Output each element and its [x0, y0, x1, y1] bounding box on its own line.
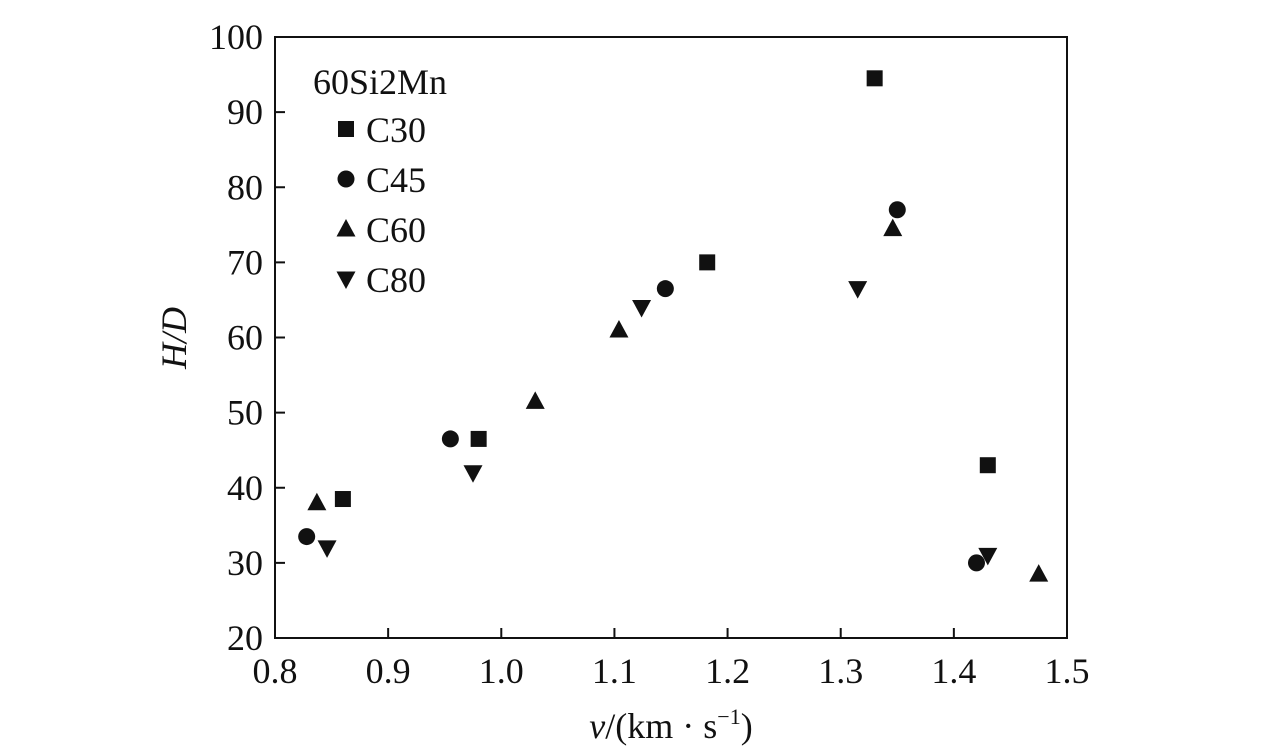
data-point-c60	[307, 492, 327, 511]
x-axis-label-close: )	[741, 706, 753, 746]
data-point-c30	[699, 254, 716, 271]
legend-label-c60: C60	[366, 210, 426, 250]
data-point-c80	[463, 465, 483, 483]
y-tick-label: 40	[227, 468, 263, 508]
y-tick-label: 100	[209, 17, 263, 57]
legend: 60Si2Mn C30 C45 C60 C80	[313, 62, 447, 300]
y-tick-label: 60	[227, 318, 263, 358]
x-axis-label-exponent: −1	[717, 704, 740, 729]
data-point-c80	[848, 281, 868, 299]
data-point-c80	[632, 299, 652, 318]
data-points	[298, 70, 1049, 582]
legend-label-c45: C45	[366, 160, 426, 200]
x-tick-label: 1.1	[592, 651, 637, 691]
y-tick-label: 50	[227, 393, 263, 433]
legend-marker-c30	[338, 121, 354, 137]
y-tick-label: 20	[227, 618, 263, 658]
x-tick-label: 1.2	[705, 651, 750, 691]
y-tick-label: 90	[227, 92, 263, 132]
data-point-c80	[978, 547, 998, 566]
x-axis-label-var: v	[589, 706, 605, 746]
data-point-c30	[334, 491, 351, 508]
legend-marker-c45	[337, 170, 355, 188]
data-point-c45	[967, 554, 985, 572]
x-tick-label: 1.0	[479, 651, 524, 691]
data-point-c30	[979, 457, 996, 474]
x-tick-label: 0.8	[253, 651, 298, 691]
x-axis-label: v/(km · s−1)	[589, 704, 752, 746]
x-axis-label-units: /(km · s	[605, 706, 717, 746]
y-tick-label: 30	[227, 543, 263, 583]
legend-marker-c60	[336, 219, 356, 237]
y-tick-label: 80	[227, 167, 263, 207]
x-tick-label: 1.5	[1045, 651, 1090, 691]
legend-title: 60Si2Mn	[313, 62, 447, 102]
data-point-c45	[441, 430, 459, 448]
x-tick-label: 0.9	[366, 651, 411, 691]
y-tick-label: 70	[227, 242, 263, 282]
legend-label-c30: C30	[366, 110, 426, 150]
data-point-c60	[609, 319, 629, 338]
data-point-c60	[525, 391, 545, 409]
axis-ticks: 0.8 0.9 1.0 1.1 1.2 1.3 1.4 1.5 20 30 40 50 60 70 80 90…	[209, 17, 1090, 691]
y-axis-label: H/D	[154, 307, 194, 370]
data-point-c30	[866, 70, 883, 87]
data-point-c45	[298, 528, 316, 546]
legend-label-c80: C80	[366, 260, 426, 300]
data-point-c45	[888, 201, 906, 219]
data-point-c30	[470, 430, 487, 447]
legend-marker-c80	[336, 271, 356, 289]
x-tick-label: 1.4	[931, 651, 976, 691]
data-point-c60	[1029, 564, 1049, 582]
data-point-c45	[656, 280, 674, 298]
data-point-c80	[317, 540, 337, 558]
x-tick-label: 1.3	[818, 651, 863, 691]
data-point-c60	[883, 218, 903, 237]
